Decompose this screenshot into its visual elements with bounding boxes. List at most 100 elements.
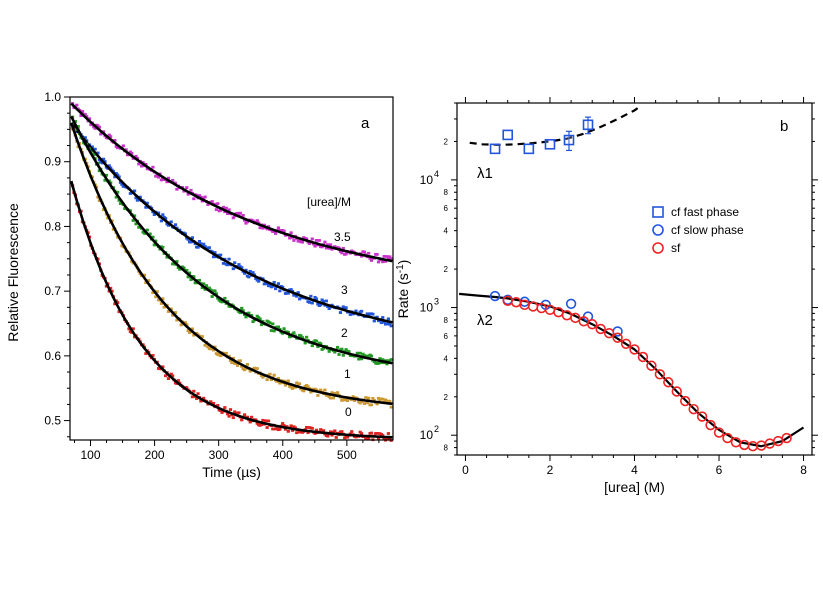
- panel-b-y-minor-label: 6: [444, 204, 449, 213]
- panel-a-data-point: [161, 297, 165, 301]
- panel-a-data-point: [388, 255, 392, 259]
- panel-a-data-point: [100, 161, 104, 165]
- data-point: [563, 134, 575, 146]
- panel-a-data-point: [223, 296, 227, 300]
- panel-a-data-point: [327, 307, 331, 311]
- panel-a-data-point: [128, 209, 132, 213]
- legend-label: sf: [671, 241, 681, 255]
- panel-a-y-tick-label: 0.9: [44, 155, 61, 169]
- panel-a-data-point: [186, 275, 190, 279]
- panel-a-fit-line: [70, 122, 393, 406]
- panel-b-frame: [456, 102, 813, 456]
- panel-a-fit-line: [70, 102, 393, 263]
- panel-a-data-point: [289, 288, 293, 291]
- panel-a-data-point: [264, 419, 268, 423]
- panel-a-data-point: [305, 335, 309, 339]
- panel-b-y-major-label: 10: [420, 173, 434, 187]
- panel-a-data-point: [255, 314, 259, 318]
- panel-a-data-point: [213, 251, 217, 254]
- panel-a-data-point: [259, 423, 264, 426]
- panel-a-data-point: [306, 385, 310, 389]
- panel-a-data-point: [289, 385, 293, 389]
- data-point: [620, 338, 632, 350]
- panel-a-data-point: [238, 311, 242, 315]
- panel-a-data-point: [250, 313, 254, 317]
- panel-a-data-point: [272, 373, 276, 377]
- panel-a-data-point: [220, 411, 224, 414]
- panel-a-data-point: [261, 375, 265, 379]
- panel-a-data-point: [314, 388, 319, 392]
- panel-a-data-point: [219, 409, 223, 412]
- panel-a-data-point: [159, 302, 163, 305]
- panel-b-x-tick-label: 8: [800, 463, 807, 477]
- panel-a-data-point: [369, 403, 374, 407]
- panel-a-data-point: [121, 144, 125, 148]
- panel-a-data-point: [134, 196, 138, 200]
- panel-a-data-point: [227, 208, 231, 212]
- panel-a-data-point: [73, 120, 77, 123]
- panel-a-data-point: [379, 361, 383, 365]
- panel-b-letter: b: [780, 118, 788, 135]
- panel-a-data-point: [278, 229, 282, 232]
- panel-a-data-point: [186, 192, 190, 196]
- panel-a-data-point: [251, 320, 255, 324]
- panel-a-data-point: [226, 412, 230, 416]
- panel-a-data-point: [331, 396, 335, 400]
- panel-a-data-point: [117, 198, 121, 202]
- panel-b-fit-lines: [459, 106, 805, 448]
- panel-a-data-point: [276, 377, 281, 380]
- panel-a-data-point: [254, 277, 258, 280]
- panel-a-data-point: [281, 285, 285, 289]
- panel-a-data-point: [288, 236, 292, 240]
- panel-a-data-point: [144, 162, 148, 166]
- panel-a-data-point: [293, 385, 297, 389]
- panel-a-data-point: [359, 309, 364, 313]
- panel-a-data-point: [272, 329, 276, 333]
- panel-a-data-point: [230, 361, 234, 365]
- panel-a-data-point: [97, 169, 101, 173]
- panel-a-data-point: [199, 242, 203, 246]
- panel-a-data-point: [206, 203, 210, 207]
- panel-a-data-point: [124, 148, 128, 152]
- panel-a-data-point: [79, 114, 83, 118]
- panel-a-data-point: [385, 255, 389, 258]
- panel-a-data-point: [269, 378, 273, 382]
- data-point: [705, 419, 716, 431]
- panel-a-data-point: [359, 400, 364, 404]
- panel-a-frame: [69, 96, 394, 441]
- panel-a-data-point: [107, 133, 111, 137]
- panel-a-data-point: [96, 124, 100, 128]
- panel-a-data-point: [203, 195, 207, 199]
- series-cf-fast-phase: [489, 116, 594, 155]
- panel-a-data-point: [109, 166, 113, 170]
- panel-a-data-point: [368, 256, 372, 260]
- panel-a-data-point: [306, 431, 310, 435]
- panel-a-data-point: [192, 333, 196, 337]
- legend-label: cf fast phase: [671, 205, 739, 219]
- panel-a-data-point: [319, 428, 323, 431]
- panel-b-y-axis-title-sup: -1: [395, 264, 406, 273]
- panel-a-series-label: 0: [345, 405, 352, 419]
- panel-a-data-point: [166, 223, 171, 227]
- panel-a-data-point: [99, 132, 103, 136]
- panel-a-fit-line: [70, 180, 393, 439]
- panel-a-data-point: [333, 350, 337, 354]
- panel-a-data-point: [128, 150, 132, 154]
- panel-a-data-point: [320, 298, 324, 302]
- panel-a-data-point: [286, 330, 290, 334]
- panel-a-data-point: [266, 419, 271, 423]
- panel-a-data-point: [175, 187, 179, 191]
- panel-a-data-point: [321, 300, 326, 303]
- panel-a-data-point: [313, 244, 317, 248]
- panel-a-data-point: [164, 217, 168, 220]
- panel-a-data-point: [196, 392, 200, 396]
- panel-a-data-point: [242, 271, 247, 275]
- panel-a-data-point: [369, 354, 374, 358]
- panel-a-data-point: [369, 431, 374, 435]
- data-point: [582, 119, 594, 131]
- panel-a-data-point: [292, 293, 296, 297]
- panel-a-data-point: [166, 377, 171, 380]
- panel-a-data-point: [192, 389, 196, 393]
- panel-a-data-point: [276, 226, 281, 230]
